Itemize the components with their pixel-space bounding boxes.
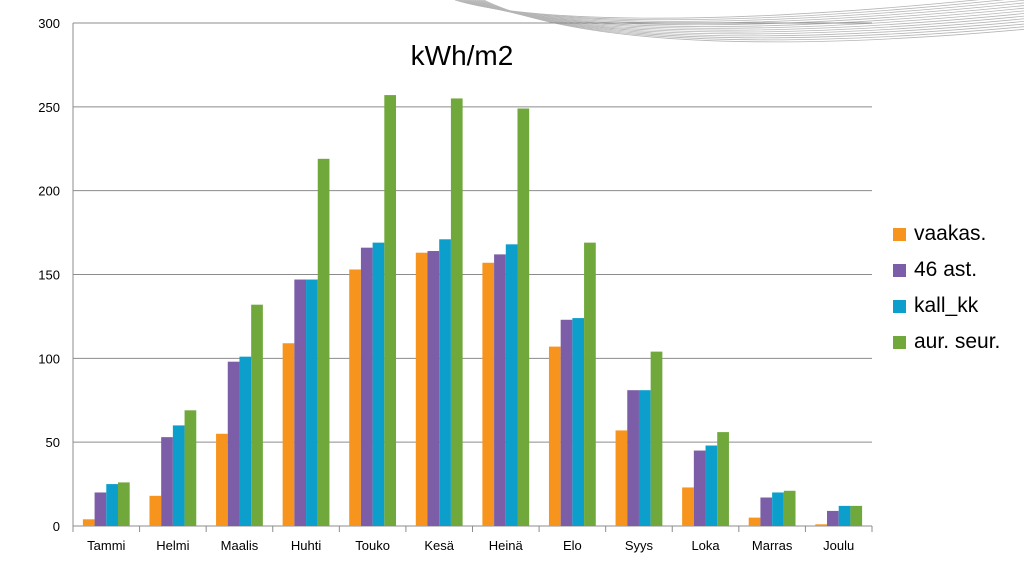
legend-item: kall_kk bbox=[893, 288, 1000, 324]
bar bbox=[282, 343, 295, 526]
bar bbox=[693, 450, 706, 526]
bar bbox=[227, 361, 240, 526]
bar bbox=[317, 158, 330, 526]
y-tick-labels: 0 50 100 150 200 250 300 bbox=[38, 16, 60, 534]
legend-swatch bbox=[893, 299, 906, 313]
bar bbox=[815, 524, 828, 526]
legend-label: vaakas. bbox=[914, 222, 987, 245]
bar bbox=[494, 254, 506, 526]
x-tick-label: Kesä bbox=[424, 538, 454, 553]
bar bbox=[251, 304, 263, 526]
y-tick-label: 100 bbox=[38, 351, 60, 366]
x-tick-label: Joulu bbox=[823, 538, 854, 553]
bar bbox=[548, 346, 561, 526]
bar bbox=[427, 251, 440, 526]
bar bbox=[760, 497, 773, 526]
bar bbox=[106, 484, 118, 526]
bar bbox=[748, 517, 761, 526]
bar bbox=[650, 351, 663, 526]
bar bbox=[560, 319, 573, 526]
legend: vaakas. 46 ast. kall_kk aur. seur. bbox=[893, 216, 1000, 360]
chart-title: kWh/m2 bbox=[411, 40, 514, 71]
legend-swatch bbox=[893, 227, 906, 241]
bar bbox=[615, 430, 628, 526]
decorative-swoosh bbox=[454, 0, 1024, 43]
x-tick-label: Tammi bbox=[87, 538, 125, 553]
bar bbox=[372, 242, 385, 526]
bar bbox=[184, 410, 197, 526]
legend-label: aur. seur. bbox=[914, 330, 1001, 353]
legend-swatch bbox=[893, 335, 906, 349]
legend-label: kall_kk bbox=[914, 294, 979, 317]
bar bbox=[838, 505, 851, 526]
bar bbox=[627, 390, 639, 526]
x-tick-label: Heinä bbox=[489, 538, 524, 553]
bar bbox=[216, 433, 228, 526]
bar bbox=[584, 242, 596, 526]
y-tick-label: 300 bbox=[38, 16, 60, 31]
legend-item: vaakas. bbox=[893, 216, 1000, 252]
x-tick-label: Maalis bbox=[221, 538, 259, 553]
bar bbox=[294, 279, 307, 526]
x-tick-label: Marras bbox=[752, 538, 793, 553]
bar bbox=[161, 437, 173, 526]
bar bbox=[850, 505, 863, 526]
x-tick-label: Huhti bbox=[291, 538, 321, 553]
bar bbox=[572, 318, 585, 526]
bar bbox=[638, 390, 651, 526]
bar bbox=[505, 244, 518, 526]
bar bbox=[517, 108, 530, 526]
bar bbox=[172, 425, 185, 526]
bar bbox=[682, 487, 694, 526]
bar bbox=[827, 510, 839, 526]
y-tick-label: 0 bbox=[53, 519, 60, 534]
x-tick-label: Loka bbox=[691, 538, 720, 553]
x-tick-label: Syys bbox=[625, 538, 654, 553]
bar bbox=[94, 492, 107, 526]
bar bbox=[717, 432, 729, 526]
y-tick-label: 50 bbox=[46, 435, 60, 450]
legend-swatch bbox=[893, 263, 906, 277]
y-tick-label: 150 bbox=[38, 268, 60, 283]
x-tick-labels: Tammi Helmi Maalis Huhti Touko Kesä Heinä Elo Sy… bbox=[72, 526, 873, 553]
x-tick-label: Helmi bbox=[156, 538, 189, 553]
bar bbox=[117, 482, 130, 526]
legend-item: 46 ast. bbox=[893, 252, 1000, 288]
bar bbox=[82, 519, 95, 526]
bar bbox=[482, 262, 495, 526]
bar bbox=[705, 445, 718, 526]
bar bbox=[149, 495, 162, 526]
bar bbox=[439, 239, 451, 527]
swoosh-line bbox=[483, 0, 1024, 43]
bar bbox=[772, 492, 784, 526]
bar bbox=[360, 247, 373, 527]
bar bbox=[783, 490, 796, 526]
x-tick-label: Touko bbox=[355, 538, 390, 553]
bar bbox=[349, 269, 361, 526]
legend-item: aur. seur. bbox=[893, 324, 1000, 360]
y-tick-label: 200 bbox=[38, 184, 60, 199]
x-tick-label: Elo bbox=[563, 538, 582, 553]
legend-label: 46 ast. bbox=[914, 258, 978, 281]
bar bbox=[384, 95, 397, 526]
bar bbox=[239, 356, 252, 526]
bar bbox=[306, 279, 318, 526]
bar bbox=[415, 252, 428, 526]
bar bbox=[450, 98, 463, 526]
y-tick-label: 250 bbox=[38, 100, 60, 115]
bars bbox=[82, 95, 863, 527]
